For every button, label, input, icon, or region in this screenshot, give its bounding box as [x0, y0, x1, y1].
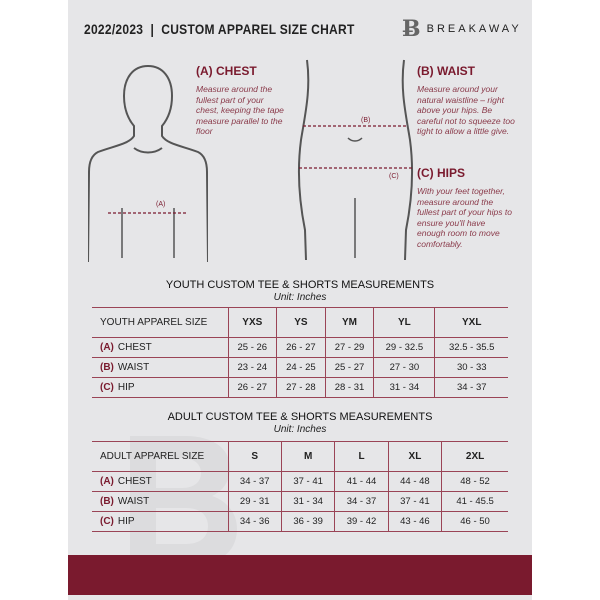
size-header: 2XL [441, 441, 508, 472]
measure-name: HIP [117, 382, 135, 393]
measure-label: (B) WAIST [92, 491, 228, 512]
table-cell: 48 - 52 [441, 471, 508, 492]
table-row: (A) CHEST 25 - 26 26 - 27 27 - 29 29 - 32.5 32… [92, 337, 508, 358]
table-cell: 29 - 31 [227, 491, 282, 512]
table-cell: 43 - 46 [387, 511, 442, 532]
measure-letter: (B) [100, 496, 114, 507]
measure-label: (C) HIP [92, 511, 228, 532]
chest-marker: (A) [156, 201, 166, 208]
adult-size-table: ADULT APPAREL SIZE S M L XL 2XL (A) CHEST 34 - 3… [92, 441, 508, 532]
youth-unit: Unit: Inches [273, 292, 327, 303]
hips-heading: (C) HIPS [417, 166, 465, 180]
table-cell: 27 - 30 [373, 357, 435, 378]
adult-section-heading: ADULT CUSTOM TEE & SHORTS MEASUREMENTS [167, 411, 433, 423]
table-cell: 29 - 32.5 [373, 337, 435, 358]
measure-letter: (C) [100, 382, 114, 393]
measure-label: (C) HIP [92, 377, 228, 398]
measure-label: (A) CHEST [92, 337, 228, 358]
size-header: S [227, 441, 282, 472]
measure-name: HIP [117, 516, 135, 527]
table-cell: 31 - 34 [280, 491, 335, 512]
table-cell: 25 - 26 [227, 337, 277, 358]
youth-size-table: YOUTH APPAREL SIZE YXS YS YM YL YXL (A) CHEST 25… [92, 307, 508, 398]
youth-section-heading: YOUTH CUSTOM TEE & SHORTS MEASUREMENTS [165, 279, 435, 291]
waist-description: Measure around your natural waistline – … [417, 84, 515, 136]
table-cell: 34 - 36 [227, 511, 282, 532]
size-header: YXS [227, 307, 277, 338]
brand-mark-icon: Ƀ [402, 16, 421, 42]
table-cell: 37 - 41 [387, 491, 442, 512]
table-cell: 41 - 45.5 [441, 491, 508, 512]
measure-letter: (C) [100, 516, 114, 527]
footer-band [68, 555, 532, 595]
table-cell: 34 - 37 [434, 377, 508, 398]
table-cell: 23 - 24 [227, 357, 277, 378]
table-cell: 34 - 37 [227, 471, 282, 492]
table-cell: 27 - 29 [324, 337, 374, 358]
measure-letter: (B) [100, 362, 114, 373]
table-cell: 26 - 27 [276, 337, 326, 358]
lower-body-illustration [297, 59, 414, 261]
page-title: 2022/2023 | CUSTOM APPAREL SIZE CHART [84, 21, 355, 37]
table-cell: 46 - 50 [441, 511, 508, 532]
header-row: ADULT APPAREL SIZE S M L XL 2XL [92, 441, 508, 472]
size-header: L [334, 441, 389, 472]
table-row: (B) WAIST 29 - 31 31 - 34 34 - 37 37 - 41 41 -… [92, 491, 508, 512]
measure-letter: (A) [100, 476, 114, 487]
size-header: XL [387, 441, 442, 472]
table-cell: 24 - 25 [276, 357, 326, 378]
hips-marker: (C) [389, 173, 399, 180]
table-cell: 27 - 28 [276, 377, 326, 398]
size-header: YL [373, 307, 435, 338]
header-row: YOUTH APPAREL SIZE YXS YS YM YL YXL [92, 307, 508, 338]
measure-label: (A) CHEST [92, 471, 228, 492]
table-cell: 41 - 44 [334, 471, 389, 492]
chest-description: Measure around the fullest part of your … [196, 84, 284, 136]
measure-name: CHEST [117, 342, 152, 353]
measure-name: WAIST [117, 362, 150, 373]
table-cell: 25 - 27 [324, 357, 374, 378]
upper-body-illustration [88, 65, 208, 263]
size-header: YS [276, 307, 326, 338]
adult-unit: Unit: Inches [273, 424, 327, 435]
table-row: (B) WAIST 23 - 24 24 - 25 25 - 27 27 - 30 30 -… [92, 357, 508, 378]
brand-logo: Ƀ BREAKAWAY [402, 16, 522, 42]
hips-description: With your feet together, measure around … [417, 186, 512, 249]
table-cell: 39 - 42 [334, 511, 389, 532]
table-cell: 32.5 - 35.5 [434, 337, 508, 358]
brand-name: BREAKAWAY [426, 23, 522, 35]
size-header: YXL [434, 307, 508, 338]
measure-label: (B) WAIST [92, 357, 228, 378]
measure-name: CHEST [117, 476, 152, 487]
table-cell: 36 - 39 [280, 511, 335, 532]
size-label: ADULT APPAREL SIZE [92, 441, 228, 472]
waist-marker: (B) [361, 117, 371, 124]
table-cell: 37 - 41 [280, 471, 335, 492]
measure-name: WAIST [117, 496, 150, 507]
chest-heading: (A) CHEST [196, 64, 257, 78]
size-header: M [280, 441, 335, 472]
size-header: YM [324, 307, 374, 338]
table-row: (C) HIP 26 - 27 27 - 28 28 - 31 31 - 34 34 - 3… [92, 377, 508, 398]
table-cell: 31 - 34 [373, 377, 435, 398]
measure-letter: (A) [100, 342, 114, 353]
table-cell: 44 - 48 [387, 471, 442, 492]
table-row: (C) HIP 34 - 36 36 - 39 39 - 42 43 - 46 46 - 5… [92, 511, 508, 532]
table-cell: 30 - 33 [434, 357, 508, 378]
table-cell: 26 - 27 [227, 377, 277, 398]
waist-heading: (B) WAIST [417, 64, 475, 78]
table-row: (A) CHEST 34 - 37 37 - 41 41 - 44 44 - 48 48 -… [92, 471, 508, 492]
size-chart-page: 2022/2023 | CUSTOM APPAREL SIZE CHART Ƀ … [68, 0, 532, 600]
table-cell: 28 - 31 [324, 377, 374, 398]
table-cell: 34 - 37 [334, 491, 389, 512]
size-label: YOUTH APPAREL SIZE [92, 307, 228, 338]
